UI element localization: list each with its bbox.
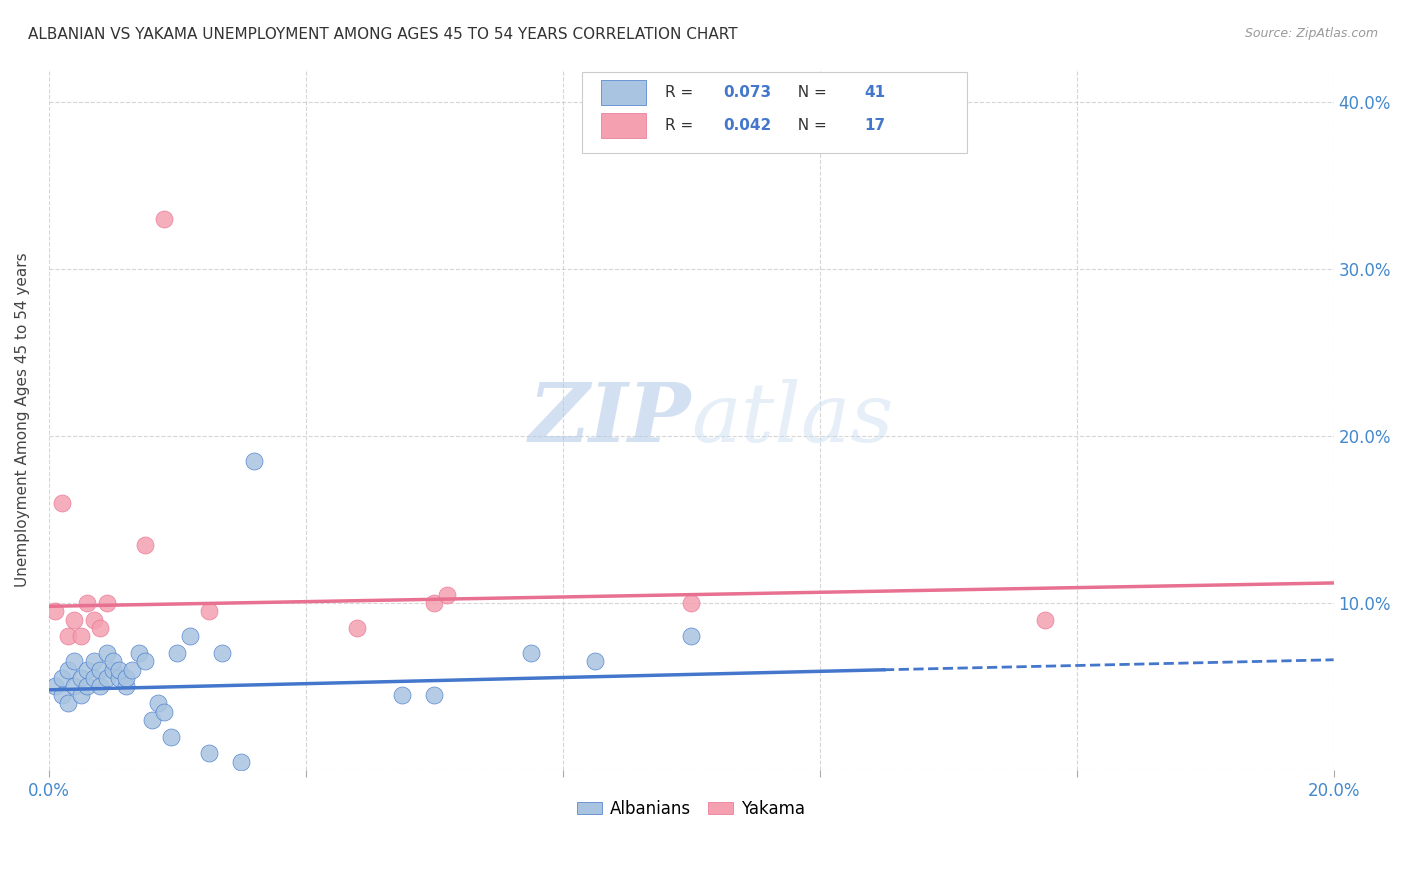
Point [681, 629, 703, 643]
Point [198, 747, 221, 761]
Text: R =: R = [665, 86, 699, 100]
Point [179, 629, 201, 643]
Point [83, 655, 105, 669]
Point [56, 696, 79, 710]
Point [121, 663, 143, 677]
Point [96, 596, 118, 610]
Point [44, 680, 66, 694]
Point [211, 646, 233, 660]
Point [108, 671, 131, 685]
Point [83, 671, 105, 685]
Point [63, 655, 86, 669]
Point [583, 655, 606, 669]
Point [76, 680, 98, 694]
Point [346, 621, 368, 635]
Point [51, 671, 73, 685]
Point [96, 646, 118, 660]
Text: ALBANIAN VS YAKAMA UNEMPLOYMENT AMONG AGES 45 TO 54 YEARS CORRELATION CHART: ALBANIAN VS YAKAMA UNEMPLOYMENT AMONG AG… [28, 27, 738, 42]
Text: 0.073: 0.073 [723, 86, 772, 100]
Text: 17: 17 [865, 119, 886, 133]
Point [101, 655, 124, 669]
Point [423, 596, 446, 610]
Point [153, 705, 176, 719]
Point [70, 671, 93, 685]
Point [198, 604, 221, 618]
Text: atlas: atlas [692, 379, 894, 459]
Point [70, 629, 93, 643]
Point [115, 671, 138, 685]
Point [243, 454, 266, 468]
Point [141, 713, 163, 727]
Point [159, 730, 181, 744]
Point [70, 688, 93, 702]
Point [56, 629, 79, 643]
Point [128, 646, 150, 660]
Y-axis label: Unemployment Among Ages 45 to 54 years: Unemployment Among Ages 45 to 54 years [15, 252, 30, 587]
Point [83, 613, 105, 627]
Point [63, 613, 86, 627]
Point [89, 663, 111, 677]
Point [1033, 613, 1056, 627]
Text: 0.042: 0.042 [723, 119, 772, 133]
Point [63, 680, 86, 694]
Text: Source: ZipAtlas.com: Source: ZipAtlas.com [1244, 27, 1378, 40]
Point [115, 680, 138, 694]
Point [44, 604, 66, 618]
Text: N =: N = [787, 119, 831, 133]
Text: N =: N = [787, 86, 831, 100]
Text: 41: 41 [865, 86, 886, 100]
Point [89, 680, 111, 694]
Point [436, 588, 458, 602]
Point [134, 537, 156, 551]
Bar [602, 80, 647, 105]
Point [56, 663, 79, 677]
Point [51, 688, 73, 702]
Point [101, 663, 124, 677]
Point [519, 646, 541, 660]
Point [51, 496, 73, 510]
Legend: Albanians, Yakama: Albanians, Yakama [571, 794, 813, 825]
Bar [602, 113, 647, 138]
Point [423, 688, 446, 702]
Point [153, 211, 176, 226]
Point [681, 596, 703, 610]
Point [108, 663, 131, 677]
Text: ZIP: ZIP [529, 379, 692, 459]
Point [89, 621, 111, 635]
Point [76, 596, 98, 610]
Point [391, 688, 413, 702]
Point [146, 696, 169, 710]
Point [166, 646, 188, 660]
Point [76, 663, 98, 677]
Text: R =: R = [665, 119, 699, 133]
Point [134, 655, 156, 669]
Bar [582, 72, 967, 153]
Point [231, 755, 253, 769]
Point [96, 671, 118, 685]
